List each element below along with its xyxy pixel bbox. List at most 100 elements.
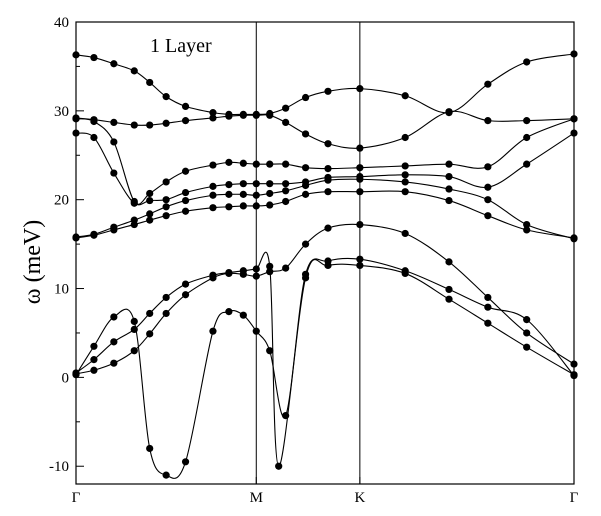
data-point-s5-6 [162, 203, 170, 211]
data-point-s8-13 [282, 118, 290, 126]
data-point-s2-13 [275, 462, 283, 470]
data-point-s7-18 [445, 160, 453, 168]
data-point-s2-17 [401, 269, 409, 278]
data-point-s7-5 [146, 189, 154, 198]
data-point-s2-15 [324, 261, 332, 270]
data-point-s4-14 [301, 190, 310, 198]
data-point-s8-5 [146, 121, 154, 129]
data-point-s8-20 [523, 117, 531, 125]
data-point-s9-5 [146, 78, 154, 87]
data-point-s1-20 [523, 316, 531, 324]
data-point-s6-6 [162, 196, 170, 204]
data-point-s1-19 [484, 303, 492, 311]
data-point-s1-7 [181, 458, 190, 466]
data-point-s9-7 [181, 102, 190, 110]
data-point-s6-3 [110, 169, 118, 177]
data-point-s1-13 [282, 411, 290, 420]
data-point-s7-17 [401, 162, 409, 170]
y-axis-label: ω (meV) [20, 220, 46, 304]
data-point-s7-19 [484, 163, 492, 171]
data-point-s7-3 [110, 138, 118, 146]
data-point-s4-5 [146, 216, 154, 224]
data-point-s8-14 [301, 130, 310, 138]
plot-frame [75, 21, 575, 485]
data-point-s5-2 [90, 230, 98, 238]
y-tick-label-40: 40 [54, 15, 69, 31]
data-point-s6-13 [282, 180, 290, 188]
data-point-s5-17 [401, 178, 409, 186]
data-point-s4-13 [282, 197, 290, 206]
data-point-s9-19 [484, 80, 492, 88]
data-point-s9-20 [523, 58, 531, 66]
data-point-s2-2 [90, 356, 98, 364]
data-point-s6-9 [225, 180, 233, 189]
data-point-s9-4 [130, 67, 138, 75]
data-point-s2-20 [523, 343, 531, 351]
data-point-s7-8 [209, 161, 217, 169]
data-point-s6-18 [445, 172, 453, 181]
points-group [72, 50, 578, 479]
data-point-s8-6 [162, 119, 170, 127]
data-point-s6-19 [484, 183, 492, 191]
data-point-s3-19 [484, 293, 492, 302]
data-point-s7-20 [523, 133, 531, 142]
data-point-s7-6 [162, 178, 170, 186]
chart-title: 1 Layer [150, 35, 212, 57]
data-point-s3-6 [162, 309, 170, 318]
y-tick-label-30: 30 [54, 104, 69, 120]
data-point-s2-19 [484, 319, 492, 327]
data-point-s9-10 [239, 110, 247, 118]
data-point-s4-8 [209, 204, 217, 212]
data-point-s5-10 [239, 190, 247, 198]
data-point-s7-15 [324, 165, 332, 173]
data-point-s2-6 [162, 293, 170, 302]
data-point-s7-13 [282, 160, 290, 168]
data-point-s6-17 [401, 171, 409, 179]
data-point-s4-20 [523, 226, 531, 234]
data-point-s2-18 [445, 295, 453, 303]
data-point-s5-19 [484, 196, 492, 204]
data-point-s8-19 [484, 117, 492, 125]
data-point-s9-9 [225, 110, 233, 118]
data-point-s8-3 [110, 118, 118, 126]
data-point-s3-20 [523, 329, 531, 337]
data-point-s5-5 [146, 210, 154, 218]
data-point-s7-4 [130, 197, 138, 206]
data-point-s1-12 [266, 347, 274, 355]
data-point-s1-2 [90, 342, 98, 350]
series-line-2 [75, 251, 575, 467]
data-point-s2-4 [130, 325, 138, 334]
data-point-s4-19 [484, 212, 492, 220]
data-point-s2-7 [181, 280, 190, 288]
data-point-s7-9 [225, 158, 233, 166]
data-point-s6-12 [266, 180, 274, 188]
y-tick-label-0: 0 [62, 370, 70, 386]
data-point-s9-6 [162, 93, 170, 101]
data-point-s4-7 [181, 207, 190, 215]
data-point-s8-7 [181, 117, 190, 125]
x-tick-label-1: Γ [72, 490, 81, 506]
data-point-s1-4 [130, 317, 138, 326]
data-point-s4-6 [162, 212, 170, 220]
data-point-s5-18 [445, 185, 453, 193]
data-point-s4-15 [324, 188, 332, 196]
data-point-s9-12 [266, 109, 274, 118]
data-point-s7-10 [239, 159, 247, 167]
y-tick-label-10: 10 [54, 282, 69, 298]
data-point-s6-8 [209, 182, 217, 190]
x-tick-label-3: K [354, 490, 365, 506]
data-point-s1-9 [225, 308, 233, 316]
x-tick-label-2: M [250, 490, 263, 506]
data-point-s3-17 [401, 229, 409, 238]
data-point-s6-5 [146, 196, 154, 205]
data-point-s1-18 [445, 285, 453, 294]
data-point-s6-10 [239, 180, 247, 188]
y-tick-label--10: -10 [49, 459, 69, 475]
data-point-s2-14 [301, 274, 310, 282]
data-point-s5-4 [130, 216, 138, 224]
data-point-s2-5 [146, 309, 154, 318]
data-point-s1-5 [146, 444, 154, 453]
data-point-s2-3 [110, 338, 118, 346]
